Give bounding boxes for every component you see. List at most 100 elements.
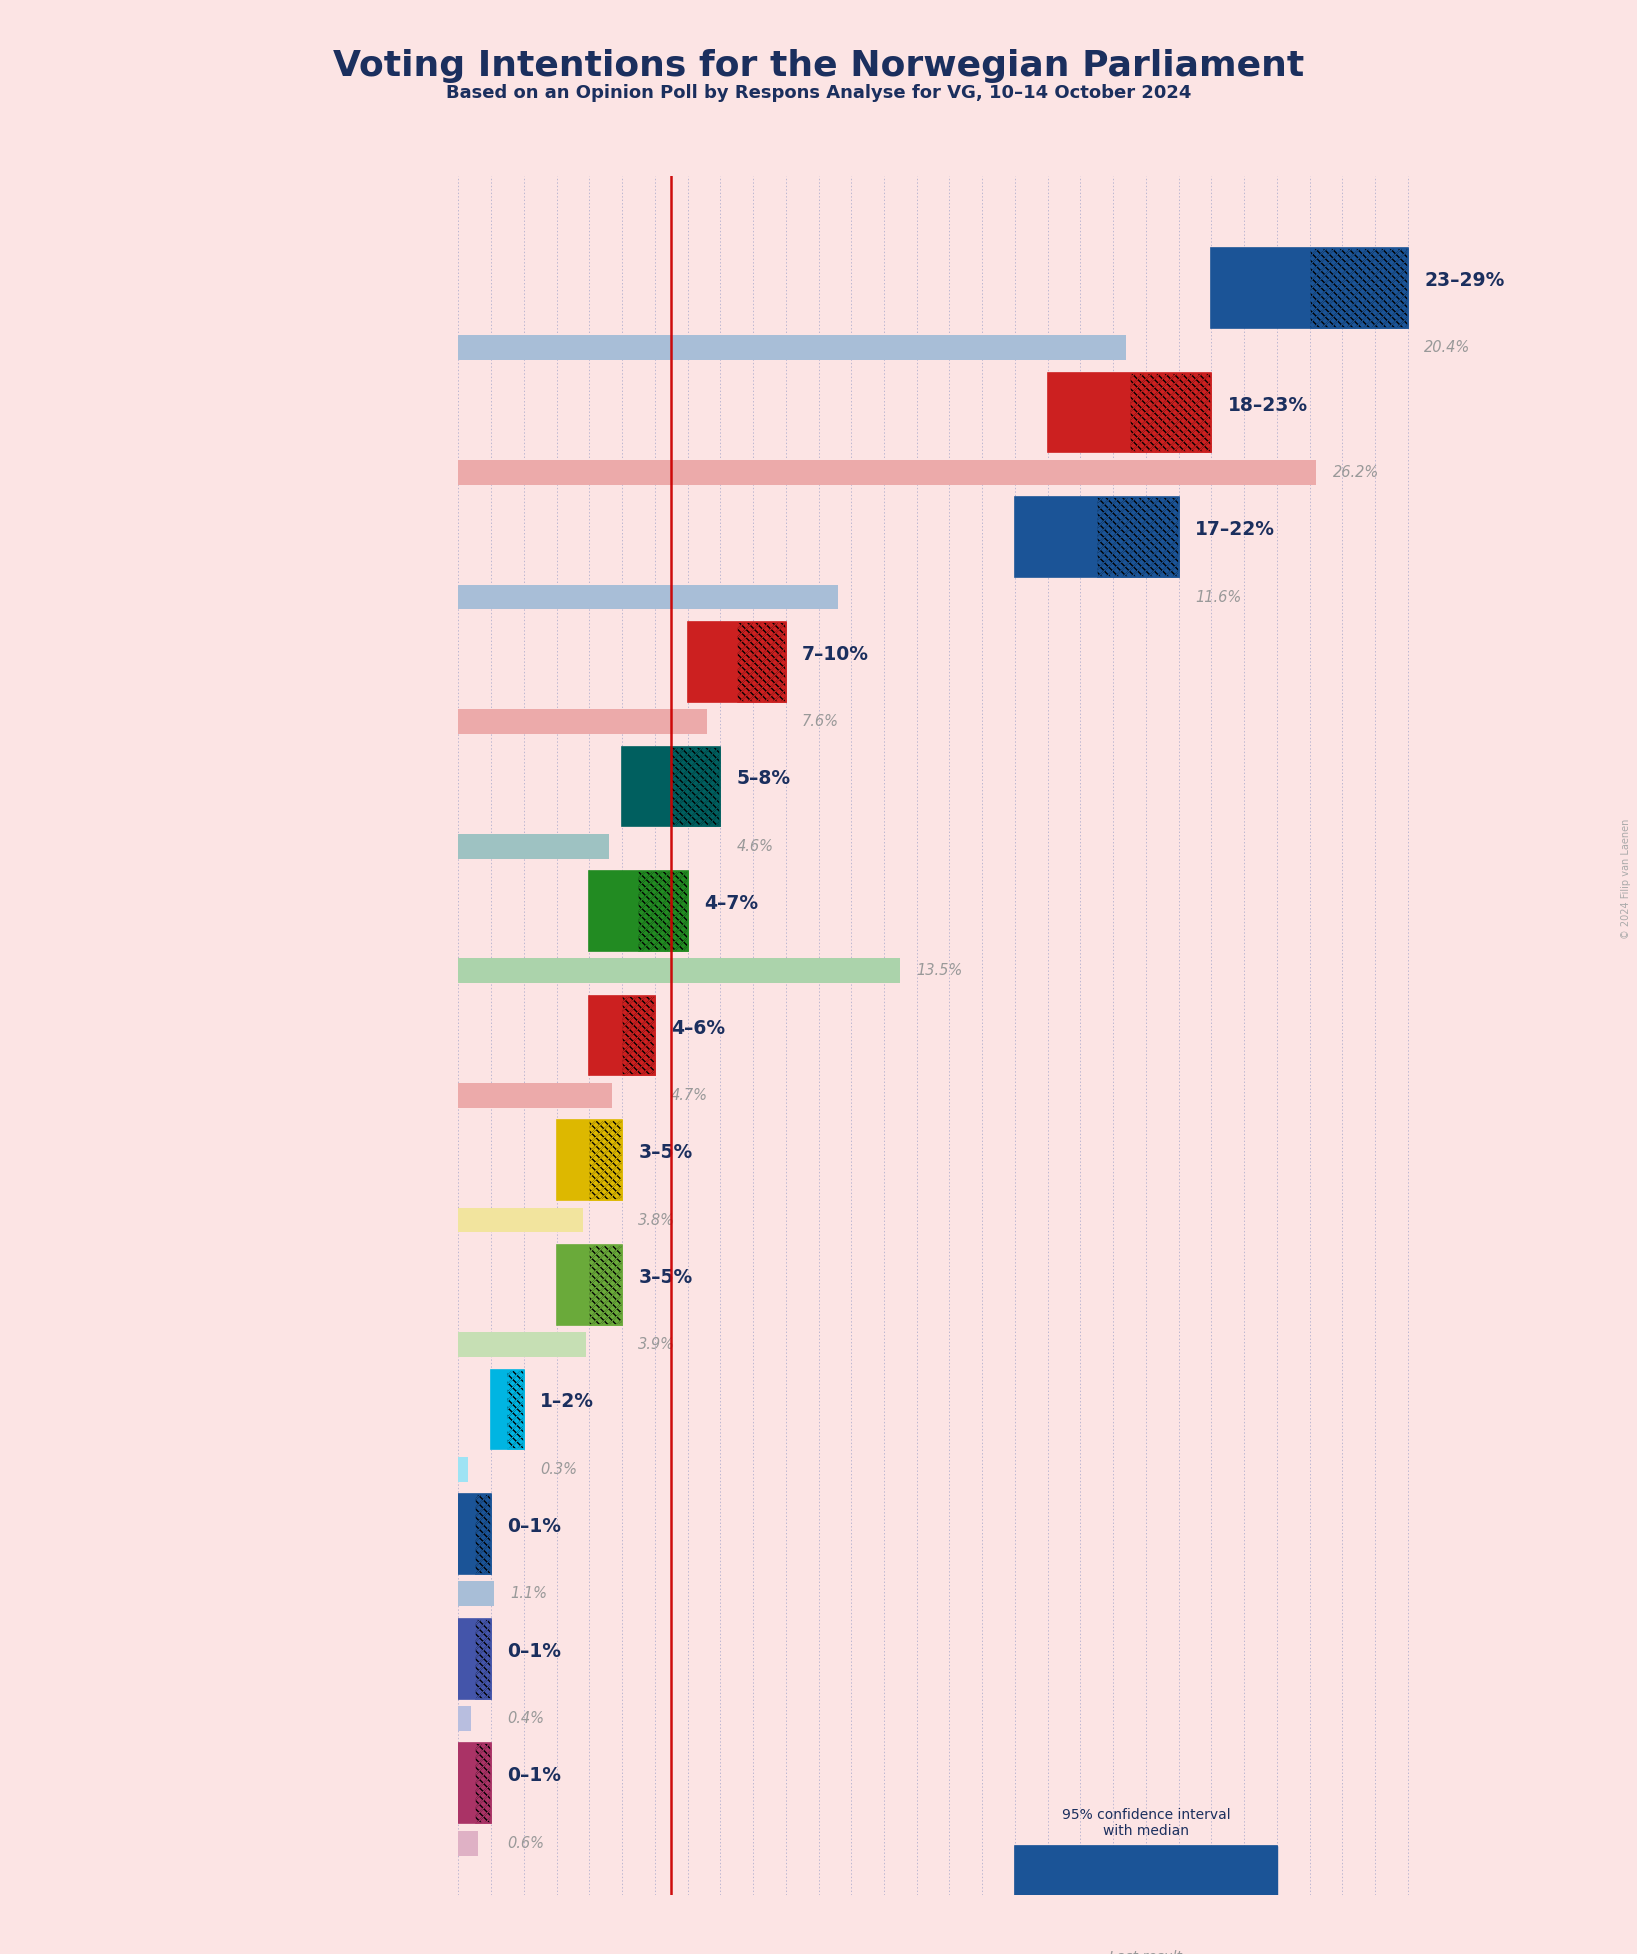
Text: 3–5%: 3–5% xyxy=(638,1143,692,1163)
Text: 0–1%: 0–1% xyxy=(507,1516,561,1536)
Text: 95% confidence interval
with median: 95% confidence interval with median xyxy=(1061,1807,1231,1839)
Bar xyxy=(1015,1925,1277,1942)
Text: 0.6%: 0.6% xyxy=(507,1835,545,1850)
Text: 4–7%: 4–7% xyxy=(704,895,758,913)
Bar xyxy=(458,1208,583,1233)
Bar xyxy=(458,336,1126,360)
Bar xyxy=(1097,498,1179,576)
Bar xyxy=(458,1495,491,1573)
Bar xyxy=(688,621,737,701)
Text: 0.4%: 0.4% xyxy=(507,1712,545,1725)
Bar xyxy=(458,709,707,735)
Bar xyxy=(458,1743,475,1823)
Bar xyxy=(458,1458,468,1481)
Text: 4.7%: 4.7% xyxy=(671,1088,709,1102)
Text: Last result: Last result xyxy=(1110,1950,1182,1954)
Bar xyxy=(737,621,786,701)
Bar xyxy=(458,1618,491,1698)
Text: 23–29%: 23–29% xyxy=(1424,272,1504,289)
Text: 20.4%: 20.4% xyxy=(1424,340,1470,356)
Bar xyxy=(458,584,838,610)
Bar xyxy=(1015,498,1179,576)
Bar xyxy=(1130,373,1211,453)
Bar xyxy=(475,1495,491,1573)
Bar xyxy=(589,871,638,952)
Bar xyxy=(622,997,655,1075)
Text: 0–1%: 0–1% xyxy=(507,1641,561,1661)
Text: 18–23%: 18–23% xyxy=(1228,395,1308,414)
Bar xyxy=(1310,248,1408,328)
Text: 1.1%: 1.1% xyxy=(511,1587,548,1602)
Text: 26.2%: 26.2% xyxy=(1333,465,1378,481)
Bar xyxy=(491,1370,524,1450)
Text: 7–10%: 7–10% xyxy=(802,645,869,664)
Bar xyxy=(1130,373,1211,453)
Bar xyxy=(458,1743,491,1823)
Bar xyxy=(589,1245,622,1325)
Bar xyxy=(475,1618,491,1698)
Text: 3–5%: 3–5% xyxy=(638,1268,692,1288)
Text: 3.8%: 3.8% xyxy=(638,1213,676,1227)
Text: 13.5%: 13.5% xyxy=(917,963,963,979)
Bar xyxy=(688,621,786,701)
Text: 4.6%: 4.6% xyxy=(737,838,774,854)
Bar xyxy=(671,746,720,827)
Bar xyxy=(507,1370,524,1450)
Text: 5–8%: 5–8% xyxy=(737,770,791,787)
Bar xyxy=(458,459,1316,485)
Bar xyxy=(458,1706,471,1731)
Bar xyxy=(1048,373,1130,453)
Text: Based on an Opinion Poll by Respons Analyse for VG, 10–14 October 2024: Based on an Opinion Poll by Respons Anal… xyxy=(445,84,1192,102)
Text: 0–1%: 0–1% xyxy=(507,1766,561,1786)
Text: 3.9%: 3.9% xyxy=(638,1337,676,1352)
Bar xyxy=(1310,248,1408,328)
Bar xyxy=(589,1120,622,1200)
Bar xyxy=(458,1581,494,1606)
Bar xyxy=(589,1120,622,1200)
Text: 0.3%: 0.3% xyxy=(540,1462,578,1477)
Bar xyxy=(557,1120,622,1200)
Bar xyxy=(1015,1845,1167,1901)
Bar xyxy=(589,997,655,1075)
Bar xyxy=(638,871,688,952)
Text: 1–2%: 1–2% xyxy=(540,1393,594,1411)
Bar xyxy=(1167,1845,1277,1901)
Bar xyxy=(622,746,720,827)
Bar xyxy=(589,997,622,1075)
Bar xyxy=(458,1831,478,1856)
Bar xyxy=(458,1618,475,1698)
Bar xyxy=(475,1495,491,1573)
Text: 4–6%: 4–6% xyxy=(671,1018,725,1038)
Bar xyxy=(1015,498,1097,576)
Bar xyxy=(1097,498,1179,576)
Bar xyxy=(475,1743,491,1823)
Text: 7.6%: 7.6% xyxy=(802,713,840,729)
Bar xyxy=(622,997,655,1075)
Bar xyxy=(589,1245,622,1325)
Bar xyxy=(458,1333,586,1358)
Bar xyxy=(475,1743,491,1823)
Bar xyxy=(557,1245,589,1325)
Bar xyxy=(557,1120,589,1200)
Text: 17–22%: 17–22% xyxy=(1195,520,1275,539)
Bar xyxy=(1211,248,1310,328)
Text: 11.6%: 11.6% xyxy=(1195,590,1241,604)
Bar xyxy=(1048,373,1211,453)
Bar xyxy=(557,1245,622,1325)
Bar xyxy=(638,871,688,952)
Bar xyxy=(1211,248,1408,328)
Bar xyxy=(671,746,720,827)
Bar xyxy=(458,957,900,983)
Bar xyxy=(458,1495,475,1573)
Bar xyxy=(507,1370,524,1450)
Text: © 2024 Filip van Laenen: © 2024 Filip van Laenen xyxy=(1621,819,1630,940)
Bar xyxy=(491,1370,507,1450)
Text: Voting Intentions for the Norwegian Parliament: Voting Intentions for the Norwegian Parl… xyxy=(332,49,1305,82)
Bar xyxy=(1167,1845,1277,1901)
Bar xyxy=(458,834,609,858)
Bar xyxy=(622,746,671,827)
Bar xyxy=(1015,1845,1277,1901)
Bar xyxy=(737,621,786,701)
Bar xyxy=(589,871,688,952)
Bar xyxy=(458,1083,612,1108)
